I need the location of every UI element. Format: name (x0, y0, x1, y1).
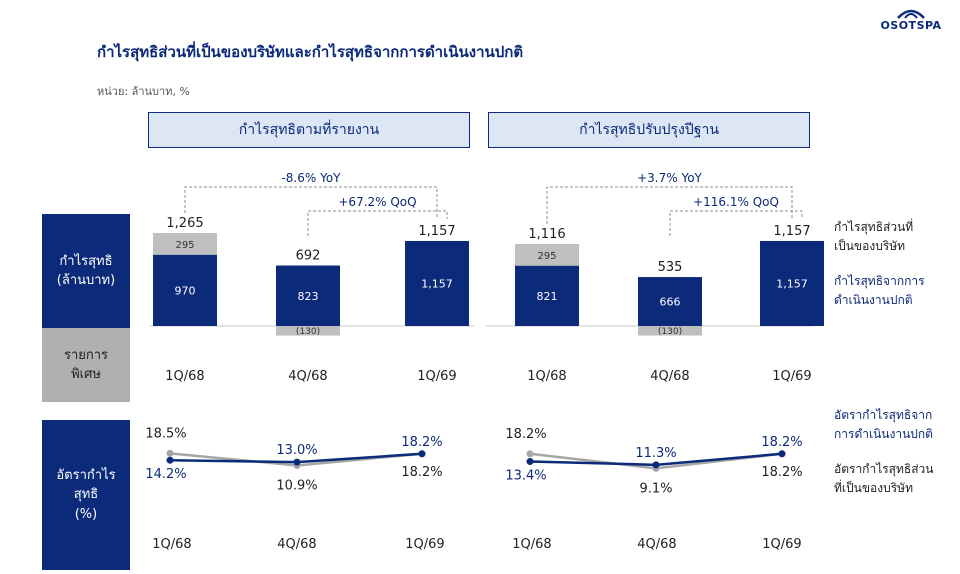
side-label-special-items: รายการ พิเศษ (42, 328, 130, 402)
x-tick-label: 1Q/69 (405, 537, 444, 552)
bar-special-label: 295 (175, 240, 194, 251)
margin-company-point (526, 450, 534, 458)
x-tick-label: 4Q/68 (650, 369, 689, 384)
margin-operations-point (778, 450, 786, 458)
yoy-annotation: +3.7% YoY (637, 171, 702, 185)
bar-special (515, 243, 579, 266)
bar-normal (760, 240, 824, 326)
bar-normal (638, 277, 702, 326)
bar-value-label: 970 (175, 284, 196, 297)
x-tick-label: 1Q/68 (165, 369, 204, 384)
bar-normal (515, 265, 579, 326)
x-tick-label: 1Q/68 (512, 537, 551, 552)
bar-value-label: 821 (537, 290, 558, 303)
bar-special (153, 233, 217, 255)
bar-value-label: 1,157 (776, 277, 808, 290)
yoy-bracket (546, 186, 793, 224)
margin-operations-label: 11.3% (635, 446, 676, 461)
margin-operations-label: 18.2% (401, 435, 442, 450)
bar-total-label: 692 (296, 249, 321, 264)
margin-operations-label: 18.2% (761, 435, 802, 450)
margin-operations-point (526, 457, 534, 465)
bar-normal (405, 240, 469, 326)
yoy-annotation: -8.6% YoY (281, 171, 341, 185)
qoq-bracket (307, 210, 448, 236)
margin-company-label: 18.2% (505, 427, 546, 442)
qoq-annotation: +116.1% QoQ (693, 195, 779, 209)
legend-net-profit-company: กำไรสุทธิส่วนที่ เป็นของบริษัท (834, 220, 914, 253)
x-tick-label: 1Q/69 (417, 369, 456, 384)
panel-header-reported: กำไรสุทธิตามที่รายงาน (148, 112, 470, 148)
bar-value-label: 1,157 (421, 277, 453, 290)
x-tick-label: 4Q/68 (288, 369, 327, 384)
x-tick-label: 1Q/68 (527, 369, 566, 384)
margin-operations-label: 13.0% (276, 443, 317, 458)
bar-total-label: 1,265 (166, 216, 203, 231)
side-label-margin: อัตรากำไร สุทธิ (%) (42, 420, 130, 570)
qoq-annotation: +67.2% QoQ (338, 195, 416, 209)
bar-total-label: 1,116 (528, 227, 565, 242)
logo-text: OSOTSPA (880, 19, 942, 32)
osotspa-logo: OSOTSPA (868, 6, 954, 32)
yoy-bracket (184, 186, 438, 219)
bar-value-label: 823 (298, 290, 319, 303)
legend-margin-operations: อัตรากำไรสุทธิจาก การดำเนินงานปกติ (834, 408, 933, 441)
bar-special-negative (638, 326, 702, 336)
bar-special-label: (130) (658, 327, 682, 337)
bar-special-label: 295 (537, 251, 556, 262)
margin-operations-point (652, 461, 660, 469)
bar-total-label: 1,157 (418, 224, 455, 239)
x-tick-label: 1Q/69 (762, 537, 801, 552)
legend-net-profit-operations: กำไรสุทธิจากการ ดำเนินงานปกติ (834, 274, 925, 307)
bar-special-label: (130) (296, 327, 320, 337)
margin-operations-label: 14.2% (145, 467, 186, 482)
x-tick-label: 1Q/69 (772, 369, 811, 384)
x-tick-label: 4Q/68 (277, 537, 316, 552)
margin-company-label: 10.9% (276, 478, 317, 493)
page-title: กำไรสุทธิส่วนที่เป็นของบริษัทและกำไรสุทธ… (97, 43, 524, 61)
margin-operations-point (166, 456, 174, 464)
margin-operations-label: 13.4% (505, 468, 546, 483)
qoq-bracket (669, 210, 803, 236)
margin-company-label: 18.2% (401, 465, 442, 480)
margin-company-label: 18.2% (761, 465, 802, 480)
margin-operations-point (293, 458, 301, 466)
x-tick-label: 1Q/68 (152, 537, 191, 552)
legend-margin-company: อัตรากำไรสุทธิส่วน ที่เป็นของบริษัท (834, 462, 934, 495)
x-tick-label: 4Q/68 (637, 537, 676, 552)
bar-normal (153, 254, 217, 326)
bar-special-negative (276, 326, 340, 336)
panel-header-normalized: กำไรสุทธิปรับปรุงปีฐาน (488, 112, 810, 148)
margin-operations-point (418, 450, 426, 458)
margin-company-label: 18.5% (145, 426, 186, 441)
unit-label: หน่วย: ล้านบาท, % (97, 85, 190, 98)
side-label-net-profit: กำไรสุทธิ (ล้านบาท) (42, 214, 130, 328)
bar-normal (276, 265, 340, 326)
bar-total-label: 1,157 (773, 224, 810, 239)
wave-logo-icon (897, 9, 925, 19)
margin-company-point (166, 449, 174, 457)
margin-company-label: 9.1% (639, 481, 672, 496)
bar-total-label: 535 (658, 260, 683, 275)
bar-value-label: 666 (660, 296, 681, 309)
